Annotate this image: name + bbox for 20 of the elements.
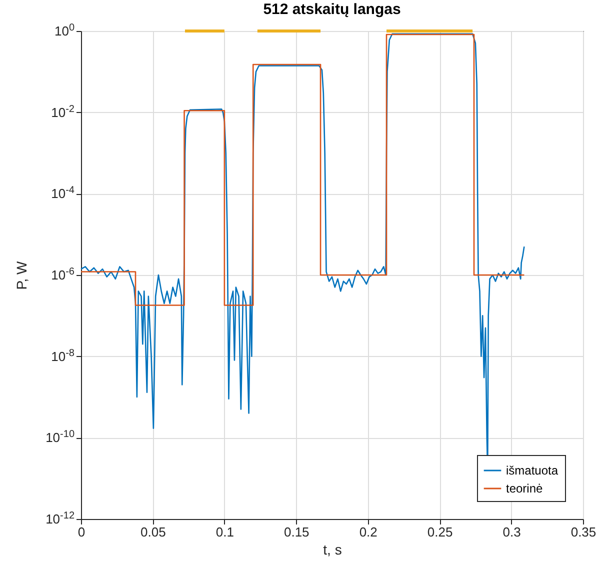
x-axis-title: t, s [323,542,342,558]
legend-label: teorinė [506,482,544,496]
y-tick-label: 10$^{-2}$ [51,103,75,120]
x-tick-label: 0 [78,524,86,540]
x-tick-label: 0.05 [140,524,166,540]
x-tick-label: 0.35 [570,524,596,540]
x-tick-label: 0.3 [502,524,521,540]
x-tick-label: 0.25 [427,524,453,540]
y-axis-title: P, W [13,260,30,290]
y-tick-label: 10$^{0}$ [54,22,75,38]
y-tick-label: 10$^{-12}$ [46,510,75,526]
legend-label: išmatuota [506,464,558,478]
x-tick-label: 0.15 [284,524,310,540]
x-tick-label: 0.1 [216,524,234,540]
chart-title: 512 atskaitų langas [263,1,401,18]
y-tick-label: 10$^{-8}$ [51,347,75,364]
y-tick-label: 10$^{-10}$ [46,428,75,446]
y-tick-label: 10$^{-6}$ [51,266,75,282]
y-tick-label: 10$^{-4}$ [51,184,75,202]
x-tick-label: 0.2 [359,524,378,540]
